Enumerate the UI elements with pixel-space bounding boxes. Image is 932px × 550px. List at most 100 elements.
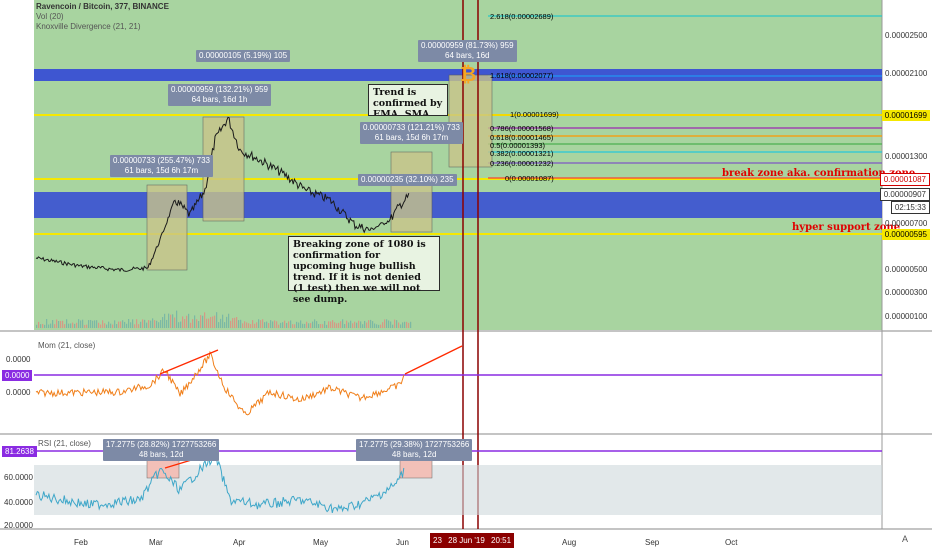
volume-bar: [408, 322, 410, 328]
volume-bar: [48, 324, 50, 328]
volume-bar: [254, 323, 256, 328]
volume-bar: [116, 324, 118, 328]
mom-tick-1: 0.0000: [6, 388, 31, 397]
volume-bar: [250, 324, 252, 328]
volume-bar: [304, 323, 306, 328]
rsi-tick-2: 20.0000: [4, 521, 33, 530]
volume-bar: [374, 323, 376, 328]
volume-bar: [226, 316, 228, 328]
measure-3[interactable]: 0.00000959 (81.73%) 959 64 bars, 16d: [418, 40, 517, 62]
price-tick-1: 0.00002100: [885, 69, 928, 78]
volume-bar: [176, 310, 178, 328]
volume-bar: [40, 324, 42, 328]
volume-bar: [370, 319, 372, 328]
fib-label-0: 2.618(0.00002689): [490, 12, 554, 21]
volume-bar: [214, 315, 216, 328]
volume-bar: [72, 322, 74, 328]
volume-bar: [118, 321, 120, 328]
volume-bar: [92, 320, 94, 328]
volume-bar: [252, 320, 254, 328]
volume-bar: [102, 320, 104, 328]
mom-divergence-2: [404, 345, 463, 375]
volume-bar: [130, 322, 132, 328]
price-tag-3: 02:15:33: [890, 201, 930, 214]
volume-bar: [204, 312, 206, 328]
volume-bar: [112, 324, 114, 328]
measure-2[interactable]: 0.00000733 (255.47%) 733 61 bars, 15d 6h …: [110, 155, 213, 177]
chart-title: Ravencoin / Bitcoin, 377, BINANCE: [36, 2, 169, 11]
volume-bar: [100, 324, 102, 328]
volume-bar: [164, 313, 166, 328]
volume-bar: [288, 321, 290, 328]
measure-5-line1: 0.00000235 (32.10%) 235: [361, 175, 454, 184]
volume-bar: [262, 319, 264, 328]
volume-bar: [326, 324, 328, 328]
rsi-measure-2[interactable]: 17.2775 (29.38%) 1727753266 48 bars, 12d: [356, 439, 473, 461]
measure-4-line1: 0.00000733 (121.21%) 733: [363, 123, 460, 132]
volume-bar: [292, 324, 294, 328]
volume-bar: [198, 321, 200, 328]
volume-bar: [290, 320, 292, 328]
fib-label-8: 0(0.00001087): [505, 174, 554, 183]
indicator-vol: Vol (20): [36, 12, 64, 21]
breaking-note[interactable]: Breaking zone of 1080 is confirmation fo…: [288, 236, 440, 305]
measure-5[interactable]: 0.00000235 (32.10%) 235: [358, 174, 457, 186]
volume-bar: [150, 320, 152, 328]
volume-bar: [266, 321, 268, 328]
volume-bar: [186, 315, 188, 328]
time-label-7: Oct: [725, 538, 738, 547]
measure-1[interactable]: 0.00000959 (132.21%) 959 64 bars, 16d 1h: [168, 84, 271, 106]
volume-bar: [140, 321, 142, 328]
volume-bar: [320, 324, 322, 328]
volume-bar: [202, 315, 204, 328]
volume-bar: [382, 322, 384, 328]
fib-label-6: 0.382(0.00001321): [490, 149, 554, 158]
volume-bar: [286, 322, 288, 328]
price-tick-6: 0.00000500: [885, 265, 928, 274]
time-label-1: Mar: [149, 538, 163, 547]
auto-scale-button[interactable]: A: [902, 534, 909, 544]
support-zone-label: hyper support zone: [792, 222, 901, 233]
volume-bar: [70, 323, 72, 328]
volume-bar: [274, 320, 276, 328]
rsi-measure-1[interactable]: 17.2775 (28.82%) 1727753266 48 bars, 12d: [103, 439, 220, 461]
volume-bar: [260, 320, 262, 328]
volume-bar: [344, 324, 346, 328]
measure-4[interactable]: 0.00000733 (121.21%) 733 61 bars, 15d 6h …: [360, 122, 463, 144]
volume-bar: [146, 322, 148, 328]
volume-bar: [318, 324, 320, 328]
volume-bar: [76, 322, 78, 328]
time-label-4: Jun: [396, 538, 409, 547]
time-badge[interactable]: 23 28 Jun '19 20:51: [430, 533, 515, 548]
fib-label-1: 1.618(0.00002077): [490, 71, 554, 80]
volume-bar: [206, 318, 208, 328]
trend-note[interactable]: Trend is confirmed by EMA, SMA: [368, 84, 448, 116]
volume-bar: [132, 319, 134, 328]
volume-bar: [98, 322, 100, 328]
volume-bar: [108, 321, 110, 328]
volume-bar: [244, 321, 246, 328]
volume-bar: [306, 321, 308, 328]
volume-bar: [188, 313, 190, 328]
volume-bar: [406, 321, 408, 328]
mom-tick-0: 0.0000: [6, 355, 31, 364]
volume-bar: [296, 321, 298, 328]
confirmation-zone-label: break zone aka. confirmation zone: [722, 168, 916, 179]
price-tag-4: 0.00000595: [881, 229, 930, 240]
measure-0[interactable]: 0.00000105 (5.19%) 105: [196, 50, 291, 62]
volume-bar: [368, 320, 370, 328]
mom-series-line: [35, 350, 405, 416]
volume-bar: [388, 320, 390, 328]
volume-bar: [398, 322, 400, 328]
volume-bar: [282, 322, 284, 328]
volume-bar: [360, 321, 362, 328]
volume-bar: [300, 320, 302, 328]
volume-bar: [278, 324, 280, 328]
volume-bar: [52, 320, 54, 328]
volume-bar: [396, 320, 398, 328]
volume-bar: [128, 319, 130, 328]
volume-bar: [224, 322, 226, 328]
volume-bar: [42, 323, 44, 328]
volume-bar: [356, 322, 358, 328]
volume-bar: [232, 318, 234, 328]
